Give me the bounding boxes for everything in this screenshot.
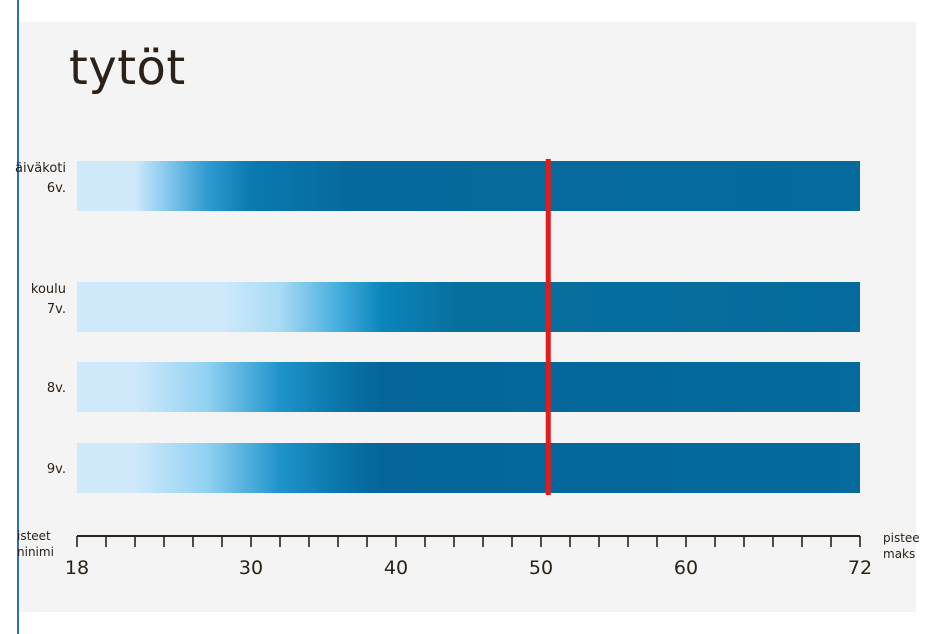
row-label-line1-1: äiväkoti (15, 161, 66, 176)
bar-row-1 (77, 161, 860, 211)
row-labels-group: äiväkoti 6v. koulu 7v. 8v. 9v. (15, 161, 66, 477)
bar-row-4 (77, 443, 860, 493)
row-label-line1-2: koulu (31, 282, 66, 297)
bar-row-3 (77, 362, 860, 412)
x-tick-label: 18 (65, 557, 89, 579)
bars-group (77, 161, 860, 493)
x-tick-label: 72 (848, 557, 872, 579)
row-label-line2-1: 6v. (47, 181, 66, 196)
bar-row-2 (77, 282, 860, 332)
x-tick-label: 30 (239, 557, 263, 579)
row-label-line2-2: 7v. (47, 302, 66, 317)
row-label-3: 8v. (47, 381, 66, 396)
x-tick-label: 50 (529, 557, 553, 579)
x-tick-label: 40 (384, 557, 408, 579)
x-tick-label: 60 (674, 557, 698, 579)
x-axis-group: 18 30 40 50 60 72 isteet ninimi pistee maks (17, 529, 920, 579)
x-axis-max-note: maks (883, 547, 915, 561)
x-axis-max-note: pistee (883, 531, 920, 545)
row-label-4: 9v. (47, 462, 66, 477)
x-axis-min-note: isteet (17, 529, 51, 543)
x-axis-min-note: ninimi (17, 545, 54, 559)
chart-title: tytöt (69, 40, 186, 96)
left-border-line (17, 0, 19, 634)
